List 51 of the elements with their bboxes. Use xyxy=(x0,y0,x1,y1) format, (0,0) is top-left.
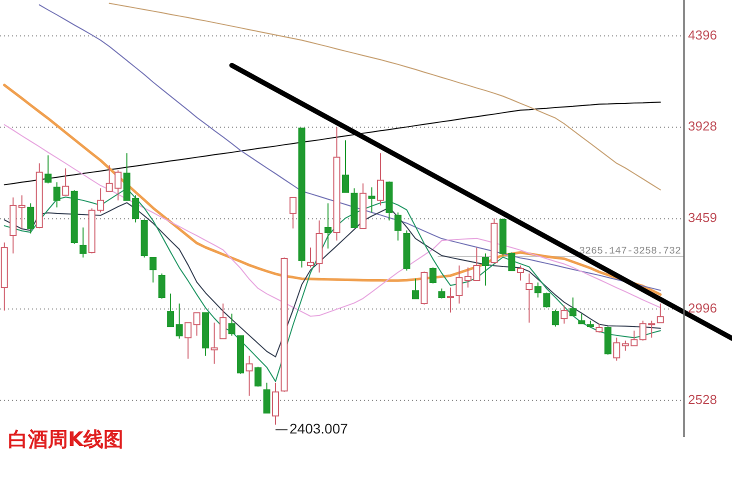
candlestick xyxy=(210,322,218,364)
candlestick xyxy=(184,322,192,360)
candlestick xyxy=(368,186,376,213)
candlestick xyxy=(342,140,349,193)
candlestick xyxy=(246,355,253,396)
candlestick xyxy=(307,247,314,268)
candlestick xyxy=(552,309,559,328)
candlestick xyxy=(534,282,542,298)
candlestick xyxy=(193,312,200,336)
candlestick xyxy=(656,303,664,324)
candlestick xyxy=(27,202,34,234)
candlestick xyxy=(62,168,70,196)
candlestick xyxy=(456,265,463,304)
candlestick xyxy=(44,154,52,184)
candlestick xyxy=(482,252,489,286)
candlestick xyxy=(613,337,620,362)
candlestick xyxy=(376,152,384,206)
text: 白酒周K线图 xyxy=(8,427,124,451)
candlestick xyxy=(176,303,183,340)
candlestick xyxy=(578,313,586,324)
y-tick-label: 2996 xyxy=(688,300,717,316)
candlestick xyxy=(167,293,174,328)
y-tick-label: 2528 xyxy=(688,392,717,407)
candlestick xyxy=(394,212,402,242)
candlestick xyxy=(150,257,157,283)
y-tick-label: 3459 xyxy=(688,210,717,226)
y-tick-label: 4396 xyxy=(688,27,717,42)
candlestick xyxy=(324,202,332,250)
candlestick xyxy=(53,182,60,208)
candlestick xyxy=(412,278,419,300)
candlestick xyxy=(543,292,550,308)
candlestick xyxy=(272,382,280,426)
candlestick xyxy=(560,305,568,324)
candlestick xyxy=(263,382,270,414)
candlestick xyxy=(80,226,87,258)
candlestick xyxy=(429,266,436,284)
candlestick xyxy=(158,273,166,300)
ref-line-label: 3265.147-3258.732 xyxy=(578,246,681,258)
candlestick xyxy=(446,287,454,314)
candlestick xyxy=(526,273,533,324)
candlestick xyxy=(290,196,297,229)
candlestick xyxy=(569,297,576,316)
line-series xyxy=(108,2,661,190)
annotation: 2403.007 xyxy=(290,420,348,436)
candlestick xyxy=(438,288,446,299)
candlestick xyxy=(220,303,227,340)
y-tick-label: 3928 xyxy=(688,118,717,134)
candlestick xyxy=(228,313,236,336)
candlestick xyxy=(516,265,524,282)
candlestick xyxy=(18,194,26,229)
line-series xyxy=(4,102,661,186)
